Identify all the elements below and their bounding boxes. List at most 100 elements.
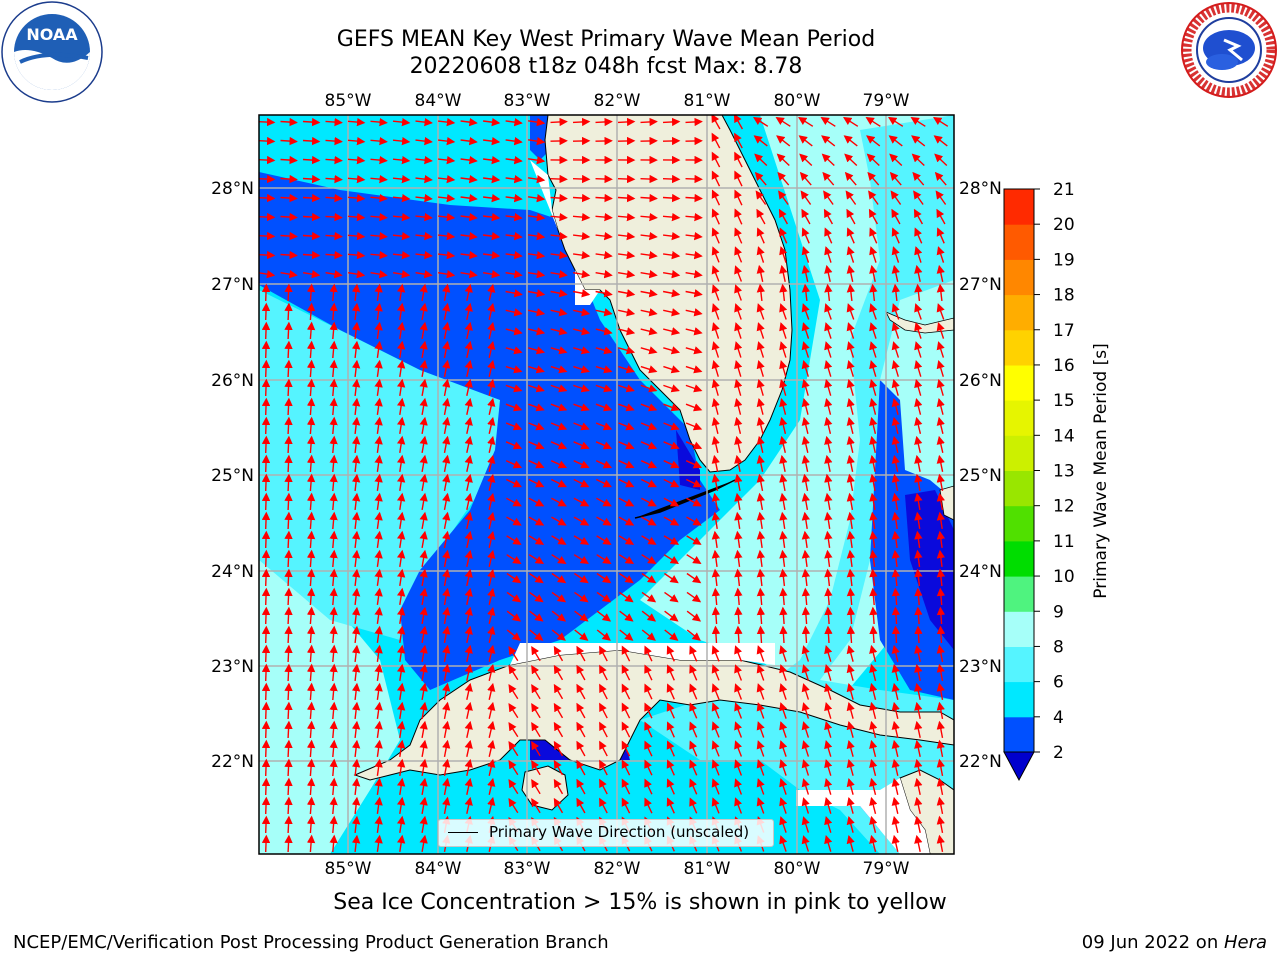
wave-arrow [573,384,590,393]
wave-arrow [374,549,383,567]
wave-arrow [756,549,766,567]
wave-arrow [464,549,473,567]
wave-arrow [801,454,810,472]
wave-arrow [824,511,833,530]
wave-arrow [506,497,522,507]
wave-arrow [936,378,945,396]
wave-arrow [527,231,546,241]
wave-arrow [869,303,878,320]
wave-arrow [911,153,925,167]
wave-arrow [734,303,743,320]
wave-arrow [936,758,945,777]
wave-arrow [685,422,703,431]
wave-arrow [666,683,675,700]
wave-arrow [685,441,703,450]
lat-tick-right: 24°N [959,562,1002,582]
colorbar-tick-label: 18 [1053,286,1075,306]
wave-arrow [347,250,366,260]
wave-arrow [641,516,657,526]
wave-arrow [259,174,276,184]
wave-arrow [891,682,900,700]
wave-arrow [644,778,653,795]
wave-arrow [329,739,338,758]
wave-arrow [734,473,743,492]
wave-arrow [936,568,946,587]
wave-arrow [618,535,635,545]
wave-arrow [261,454,271,473]
wave-arrow [891,303,900,320]
wave-arrow [464,492,473,510]
wave-arrow [595,193,613,203]
wave-arrow [890,190,902,205]
wave-arrow [711,492,720,511]
colorbar-segment [1004,364,1034,401]
colorbar-tick-label: 21 [1053,180,1075,200]
wave-arrow [617,289,636,298]
wave-arrow [392,155,411,165]
lon-tick-top: 80°W [774,91,821,111]
wave-arrow [550,289,568,298]
wave-arrow [756,625,766,644]
lat-tick-left: 24°N [211,562,254,582]
wave-arrow [306,549,316,568]
wave-arrow [641,610,657,622]
wave-arrow [711,625,721,644]
wave-arrow [888,116,904,127]
wave-arrow [374,796,383,814]
lon-tick-bottom: 84°W [415,859,462,879]
wave-arrow [824,435,833,453]
wave-arrow [666,721,675,738]
wave-arrow [487,625,496,643]
wave-arrow [689,702,698,719]
wave-arrow [914,264,923,282]
wave-arrow [396,492,406,511]
footer-date-text: 09 Jun 2022 on [1081,932,1224,953]
wave-arrow [824,303,833,320]
lon-tick-bottom: 85°W [325,859,372,879]
colorbar-segment [1004,505,1034,542]
wave-arrow [644,759,653,776]
wave-arrow [329,663,338,682]
wave-arrow [419,701,428,720]
wave-arrow [551,629,566,641]
wave-arrow [685,231,703,241]
wave-arrow [595,422,613,431]
wave-arrow [351,473,361,491]
wave-arrow [550,422,568,431]
wave-arrow [487,568,496,586]
wave-arrow [487,283,496,301]
wave-arrow [374,625,383,643]
wave-arrow [711,359,720,377]
wave-arrow [415,270,433,279]
wave-arrow [460,136,478,146]
wave-arrow [595,174,613,184]
wave-arrow [914,341,923,358]
wave-arrow [891,549,901,567]
wave-arrow [662,193,681,203]
wave-arrow [869,264,878,282]
wave-arrow [284,758,293,777]
wave-arrow [595,250,613,260]
wave-arrow [801,473,810,492]
wave-arrow [596,516,612,526]
wave-arrow [914,606,923,625]
wave-arrow [392,250,411,260]
wave-arrow [487,720,496,738]
wave-arrow [733,115,744,130]
wave-arrow [801,759,810,776]
wave-arrow [438,193,456,203]
wave-arrow [508,665,519,681]
wave-arrow [666,759,675,776]
wave-arrow [846,568,856,587]
wave-arrow [280,155,298,165]
wave-arrow [550,365,568,374]
wave-arrow [801,530,811,548]
wave-arrow [396,340,406,359]
wave-arrow [936,796,945,815]
wave-arrow [572,193,591,203]
wave-arrow [396,815,406,834]
wave-arrow [596,629,611,641]
wave-arrow [711,397,720,415]
wave-arrow [824,341,833,358]
wave-arrow [824,397,833,415]
